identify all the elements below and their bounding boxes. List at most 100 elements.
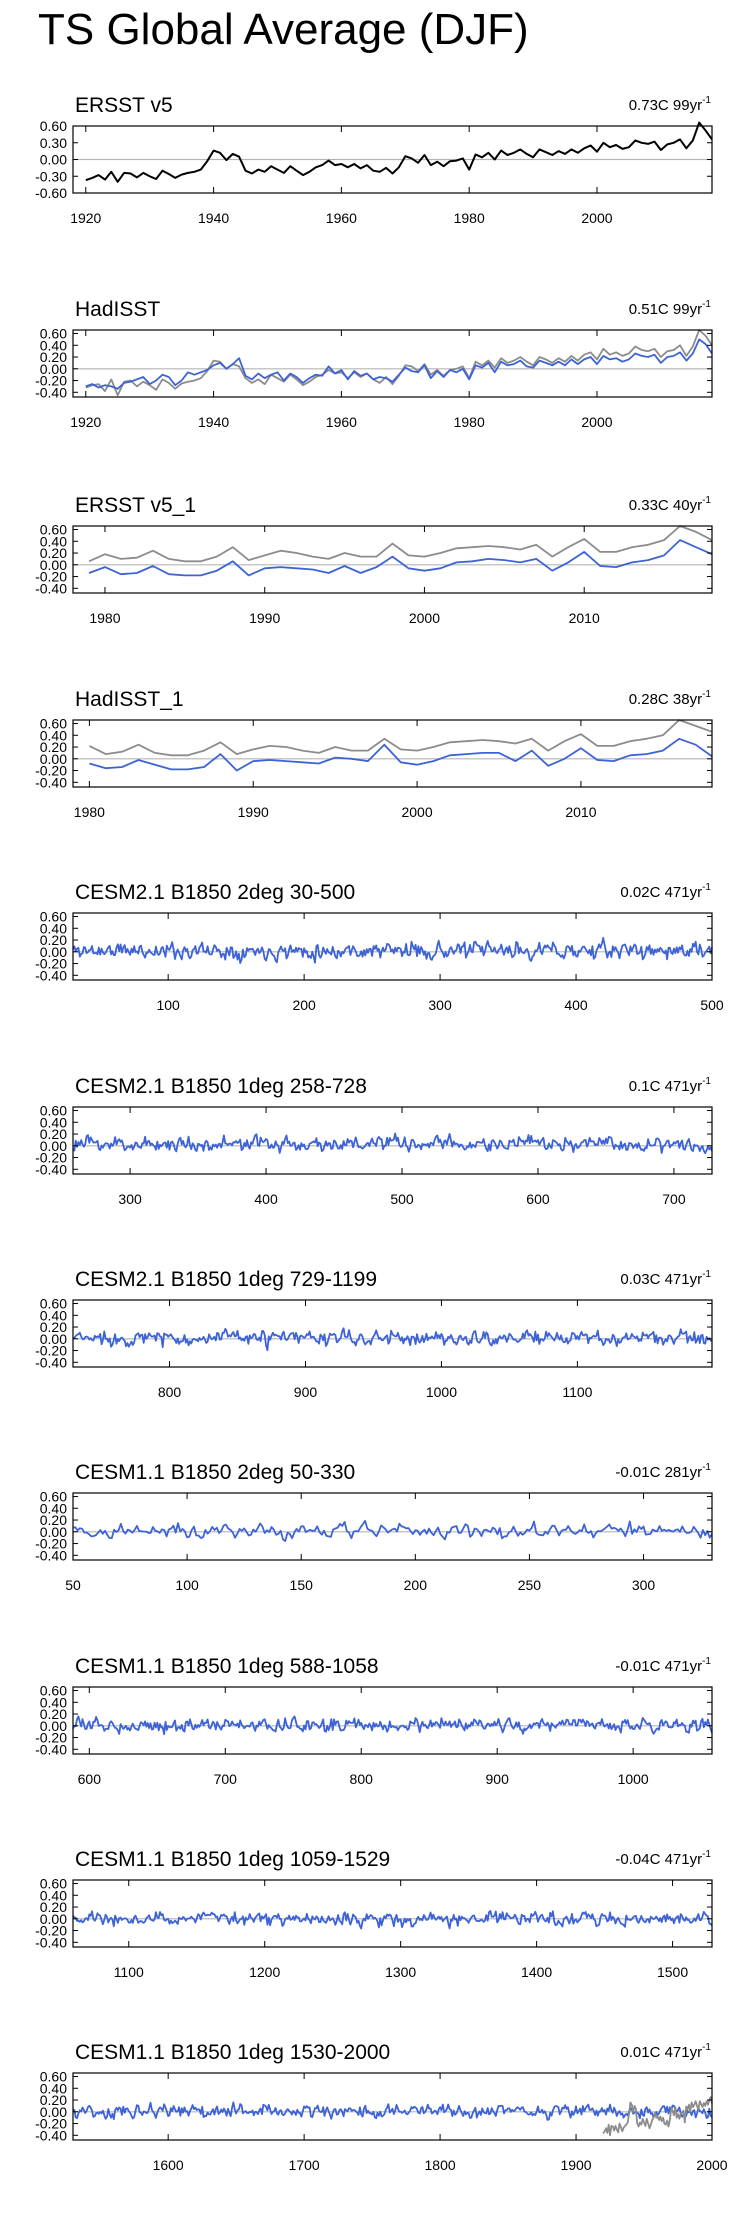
y-tick-label: 0.30 bbox=[40, 135, 67, 151]
trend-value: 0.1C 471yr bbox=[629, 1078, 702, 1095]
trend-exponent: -1 bbox=[702, 299, 711, 310]
trend-exponent: -1 bbox=[702, 882, 711, 893]
y-tick-label: -0.20 bbox=[35, 1150, 67, 1166]
x-tick-label: 1800 bbox=[425, 2157, 456, 2173]
x-tick-label: 1500 bbox=[657, 1964, 688, 1980]
y-tick-label: 0.40 bbox=[40, 1307, 67, 1323]
series-line bbox=[73, 1327, 713, 1352]
x-tick-label: 1980 bbox=[89, 610, 120, 626]
series-line bbox=[72, 1132, 713, 1155]
x-tick-label: 2000 bbox=[581, 210, 612, 226]
x-tick-label: 500 bbox=[390, 1191, 414, 1207]
y-tick-label: 0.20 bbox=[40, 1126, 67, 1142]
series-line bbox=[85, 338, 713, 390]
x-tick-label: 1900 bbox=[560, 2157, 591, 2173]
panel-trend: 0.28C 38yr-1 bbox=[629, 689, 712, 708]
trend-exponent: -1 bbox=[702, 1656, 711, 1667]
x-tick-label: 600 bbox=[78, 1771, 102, 1787]
y-tick-label: -0.40 bbox=[35, 1161, 67, 1177]
panel-trend: 0.02C 471yr-1 bbox=[620, 882, 711, 901]
x-tick-label: 1700 bbox=[289, 2157, 320, 2173]
y-tick-label: 0.60 bbox=[40, 2069, 67, 2085]
panel-title: CESM2.1 B1850 1deg 729-1199 bbox=[75, 1268, 377, 1291]
y-tick-label: 0.60 bbox=[40, 326, 67, 342]
y-tick-label: -0.40 bbox=[35, 1934, 67, 1950]
x-tick-label: 300 bbox=[632, 1577, 656, 1593]
y-tick-label: -0.20 bbox=[35, 956, 67, 972]
x-tick-label: 900 bbox=[294, 1384, 318, 1400]
y-tick-label: 0.20 bbox=[40, 349, 67, 365]
y-tick-label: 0.60 bbox=[40, 1683, 67, 1699]
y-tick-label: -0.20 bbox=[35, 1730, 67, 1746]
x-tick-label: 1920 bbox=[70, 414, 101, 430]
y-tick-label: 0.60 bbox=[40, 1103, 67, 1119]
trend-value: 0.73C 99yr bbox=[629, 97, 702, 114]
x-tick-label: 300 bbox=[118, 1191, 142, 1207]
y-tick-label: -0.20 bbox=[35, 1923, 67, 1939]
series-line bbox=[85, 121, 713, 183]
x-tick-label: 1300 bbox=[385, 1964, 416, 1980]
x-tick-label: 250 bbox=[518, 1577, 542, 1593]
x-tick-label: 800 bbox=[158, 1384, 182, 1400]
panel-trend: 0.73C 99yr-1 bbox=[629, 95, 712, 114]
trend-value: -0.04C 471yr bbox=[615, 1851, 702, 1868]
series-line bbox=[85, 329, 713, 397]
chart-panel: CESM2.1 B1850 2deg 30-500 0.02C 471yr-10.… bbox=[35, 881, 724, 1013]
panel-title: ERSST v5 bbox=[75, 94, 173, 117]
chart-panel: ERSST v5 0.73C 99yr-1 0.600.300.00-0.30-0.… bbox=[35, 94, 713, 226]
x-tick-label: 1400 bbox=[521, 1964, 552, 1980]
panel-title: CESM1.1 B1850 1deg 588-1058 bbox=[75, 1655, 379, 1678]
x-tick-label: 200 bbox=[292, 997, 316, 1013]
y-tick-label: -0.40 bbox=[35, 967, 67, 983]
trend-exponent: -1 bbox=[702, 495, 711, 506]
plot-frame bbox=[72, 1106, 713, 1175]
y-tick-label: 0.40 bbox=[40, 1887, 67, 1903]
x-tick-label: 1600 bbox=[153, 2157, 184, 2173]
series-line bbox=[72, 1910, 713, 1930]
y-tick-label: 0.00 bbox=[40, 152, 67, 168]
x-tick-label: 100 bbox=[175, 1577, 199, 1593]
y-tick-label: -0.40 bbox=[35, 1354, 67, 1370]
x-tick-label: 300 bbox=[428, 997, 452, 1013]
y-tick-label: 0.60 bbox=[40, 1296, 67, 1312]
chart-panel: HadISST_1 0.28C 38yr-10.600.400.200.00-0.… bbox=[35, 688, 713, 820]
x-tick-label: 600 bbox=[526, 1191, 550, 1207]
series-line bbox=[88, 525, 713, 563]
series-line bbox=[88, 539, 713, 577]
x-tick-label: 1000 bbox=[426, 1384, 457, 1400]
panel-title: HadISST bbox=[75, 298, 160, 321]
y-tick-label: 0.60 bbox=[40, 118, 67, 134]
x-tick-label: 800 bbox=[350, 1771, 374, 1787]
plot-frame bbox=[72, 2072, 713, 2141]
trend-exponent: -1 bbox=[702, 1076, 711, 1087]
x-tick-label: 200 bbox=[404, 1577, 428, 1593]
panel-trend: 0.1C 471yr-1 bbox=[629, 1076, 712, 1095]
x-tick-label: 50 bbox=[65, 1577, 81, 1593]
x-tick-label: 1100 bbox=[114, 1964, 144, 1980]
series-line bbox=[72, 1520, 713, 1542]
y-tick-label: 0.40 bbox=[40, 1114, 67, 1130]
x-tick-label: 1990 bbox=[238, 804, 269, 820]
x-tick-label: 1200 bbox=[249, 1964, 280, 1980]
panel-title: ERSST v5_1 bbox=[75, 494, 196, 517]
x-tick-label: 700 bbox=[214, 1771, 238, 1787]
panel-trend: 0.03C 471yr-1 bbox=[620, 1269, 711, 1288]
y-tick-label: -0.20 bbox=[35, 569, 67, 585]
figure-title: TS Global Average (DJF) bbox=[38, 5, 529, 54]
panel-title: CESM1.1 B1850 1deg 1059-1529 bbox=[75, 1848, 390, 1871]
trend-value: -0.01C 471yr bbox=[615, 1658, 702, 1675]
x-tick-label: 2000 bbox=[581, 414, 612, 430]
x-tick-label: 1000 bbox=[618, 1771, 649, 1787]
x-tick-label: 2010 bbox=[569, 610, 600, 626]
y-tick-label: 0.60 bbox=[40, 522, 67, 538]
panel-title: HadISST_1 bbox=[75, 688, 184, 711]
y-tick-label: 0.20 bbox=[40, 2092, 67, 2108]
y-tick-label: 0.40 bbox=[40, 2080, 67, 2096]
y-tick-label: -0.60 bbox=[35, 185, 67, 201]
y-tick-label: 0.40 bbox=[40, 337, 67, 353]
series-line bbox=[88, 719, 713, 757]
chart-panel: ERSST v5_1 0.33C 40yr-10.600.400.200.00-0… bbox=[35, 494, 713, 626]
x-tick-label: 2000 bbox=[401, 804, 432, 820]
y-tick-label: 0.20 bbox=[40, 739, 67, 755]
